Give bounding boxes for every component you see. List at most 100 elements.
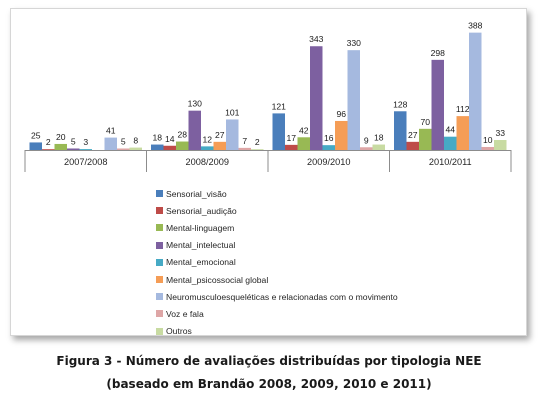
legend-swatch	[156, 327, 163, 335]
data-label: 112	[456, 104, 470, 114]
bar	[163, 145, 176, 150]
legend-label: Voz e fala	[166, 308, 204, 319]
bar	[29, 142, 42, 150]
bar	[129, 147, 142, 150]
legend-swatch	[156, 207, 163, 215]
legend-item: Outros	[156, 323, 398, 340]
legend-item: Neuromusculoesqueléticas e relacionadas …	[156, 288, 398, 305]
legend-item: Mental_psicossocial global	[156, 271, 398, 288]
bar	[188, 110, 201, 150]
data-label: 7	[242, 136, 247, 146]
bar	[456, 116, 469, 150]
data-label: 44	[445, 125, 455, 135]
bar	[176, 141, 189, 150]
bar	[481, 146, 494, 150]
data-label: 17	[286, 133, 296, 143]
data-label: 10	[483, 135, 493, 145]
data-label: 5	[121, 136, 126, 146]
bar	[151, 144, 164, 150]
legend-swatch	[156, 241, 163, 249]
bar	[335, 120, 348, 150]
bar	[297, 137, 310, 150]
caption-subtitle: (baseado em Brandão 2008, 2009, 2010 e 2…	[106, 377, 432, 391]
data-label: 388	[468, 21, 483, 31]
bar	[201, 146, 214, 150]
legend-label: Sensorial_audição	[166, 205, 237, 216]
data-label: 42	[299, 125, 309, 135]
bar	[322, 145, 335, 150]
data-label: 343	[309, 34, 324, 44]
data-label: 5	[71, 136, 76, 146]
chart-legend: Sensorial_visão Sensorial_audição Mental-l…	[156, 185, 398, 340]
bar	[347, 50, 360, 150]
legend-swatch	[156, 190, 163, 198]
legend-label: Neuromusculoesqueléticas e relacionadas …	[166, 291, 398, 302]
legend-swatch	[156, 293, 163, 301]
data-label: 121	[272, 101, 287, 111]
data-label: 14	[165, 134, 175, 144]
legend-swatch	[156, 276, 163, 284]
bar	[117, 148, 130, 150]
legend-item: Mental-linguagem	[156, 219, 398, 236]
bar	[419, 128, 432, 150]
bar	[251, 149, 264, 150]
data-label: 18	[152, 133, 162, 143]
figure-caption: Figura 3 - Número de avaliações distribu…	[0, 350, 538, 396]
data-label: 12	[202, 134, 212, 144]
bar	[42, 149, 55, 150]
bar	[372, 144, 385, 150]
data-label: 128	[393, 99, 408, 109]
data-label: 8	[133, 136, 138, 146]
legend-item: Voz e fala	[156, 305, 398, 322]
data-label: 2	[46, 137, 51, 147]
data-label: 16	[324, 133, 334, 143]
data-label: 70	[420, 117, 430, 127]
bar	[272, 113, 285, 150]
data-label: 28	[177, 130, 187, 140]
bar	[67, 148, 80, 150]
legend-swatch	[156, 258, 163, 266]
data-label: 41	[106, 126, 116, 136]
bar	[494, 140, 507, 150]
data-label: 130	[188, 99, 203, 109]
x-tick-label: 2007/2008	[64, 157, 107, 167]
bar	[394, 111, 407, 150]
x-tick-label: 2010/2011	[429, 157, 472, 167]
bar	[104, 137, 117, 150]
legend-label: Mental-linguagem	[166, 222, 235, 233]
data-label: 330	[347, 38, 362, 48]
bar	[213, 141, 226, 150]
legend-label: Mental_psicossocial global	[166, 274, 269, 285]
bar	[79, 149, 92, 150]
chart-plot: 2007/2008 2008/2009 2009/2010 2010/20112522…	[24, 21, 512, 172]
legend-swatch	[156, 310, 163, 318]
chart-frame: 2007/2008 2008/2009 2009/2010 2010/2011 25 2 2…	[10, 8, 527, 336]
bar	[431, 59, 444, 151]
bar	[444, 136, 457, 150]
legend-swatch	[156, 224, 163, 232]
bar	[310, 46, 323, 150]
bar	[360, 147, 373, 150]
legend-label: Mental_emocional	[166, 257, 236, 268]
bar	[406, 141, 419, 150]
data-label: 27	[408, 130, 418, 140]
legend-label: Mental_intelectual	[166, 240, 236, 251]
caption-title: Figura 3 - Número de avaliações distribu…	[56, 354, 482, 368]
data-label: 101	[225, 107, 240, 117]
data-label: 96	[336, 109, 346, 119]
data-label: 2	[255, 137, 260, 147]
legend-label: Outros	[166, 326, 192, 337]
data-label: 298	[431, 48, 446, 58]
data-label: 33	[495, 128, 505, 138]
bar	[285, 144, 298, 150]
bar	[238, 147, 251, 150]
x-tick-label: 2008/2009	[186, 157, 229, 167]
legend-item: Mental_emocional	[156, 254, 398, 271]
data-label: 25	[31, 130, 41, 140]
legend-item: Mental_intelectual	[156, 237, 398, 254]
legend-item: Sensorial_visão	[156, 185, 398, 202]
legend-item: Sensorial_audição	[156, 202, 398, 219]
bar	[226, 119, 239, 150]
data-label: 3	[83, 137, 88, 147]
data-label: 18	[374, 133, 384, 143]
